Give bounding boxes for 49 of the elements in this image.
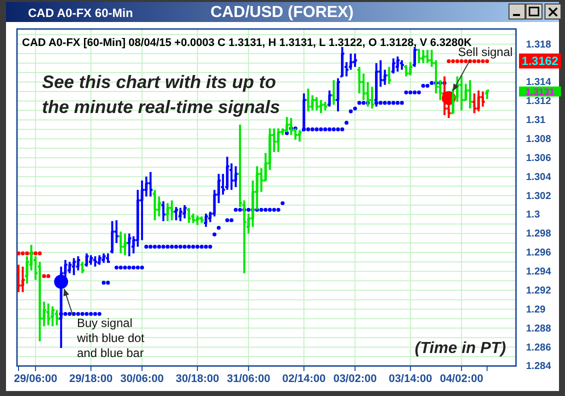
point: [464, 59, 468, 64]
point: [455, 59, 460, 64]
point: [16, 251, 20, 256]
y-tick-label: 1.3: [526, 210, 540, 221]
y-tick-label: 1.306: [526, 152, 552, 164]
point: [25, 251, 29, 256]
point: [42, 274, 46, 278]
chart-title: CAD/USD (FOREX): [210, 4, 354, 21]
text: 1.3162: [522, 54, 559, 68]
y-tick-label: 1.29: [526, 304, 546, 316]
point: [451, 59, 455, 64]
annotation: (Time in PT): [414, 340, 506, 357]
y-tick-label: 1.318: [526, 39, 552, 50]
y-tick-label: 1.312: [526, 96, 552, 108]
x-tick-label: 29/06:00: [14, 372, 58, 385]
point: [20, 251, 25, 256]
y-tick-label: 1.284: [526, 361, 552, 372]
y-tick-label: 1.31: [526, 115, 546, 126]
x-tick-label: 04/02:00: [440, 372, 484, 385]
y-tick-label: 1.292: [526, 285, 552, 296]
y-tick-label: 1.286: [526, 342, 552, 354]
x-tick-label: 31/06:00: [226, 372, 270, 385]
x-tick-label: 30/18:00: [176, 372, 220, 385]
x-tick-label: 30/06:00: [120, 372, 164, 385]
y-tick-label: 1.308: [526, 134, 552, 146]
point: [476, 59, 481, 64]
point: [38, 251, 42, 256]
point: [446, 59, 451, 64]
text: 1.3131: [525, 86, 556, 98]
y-tick-label: 1.314: [526, 77, 552, 88]
point: [472, 59, 476, 64]
point: [480, 59, 485, 64]
text: CAD A0-FX 60-Min: [28, 6, 133, 20]
x-tick-label: 03/02:00: [333, 372, 377, 385]
x-tick-label: 29/18:00: [69, 372, 113, 385]
annotation: See this chart with its up to the minute real-time signals: [42, 72, 280, 117]
y-tick-label: 1.288: [526, 323, 552, 334]
point: [46, 274, 50, 278]
y-tick-label: 1.302: [526, 190, 552, 202]
y-tick-label: 1.296: [526, 248, 552, 259]
point: [34, 251, 38, 256]
annotation: Buy signal with blue dot and blue bar: [76, 316, 146, 360]
point: [485, 59, 490, 64]
y-tick-label: 1.294: [526, 266, 552, 278]
point: [460, 59, 464, 64]
y-tick-label: 1.304: [526, 172, 552, 183]
y-tick-label: 1.298: [526, 228, 552, 240]
x-tick-label: 02/14:00: [282, 372, 326, 385]
x-tick-label: 03/14:00: [388, 372, 432, 385]
